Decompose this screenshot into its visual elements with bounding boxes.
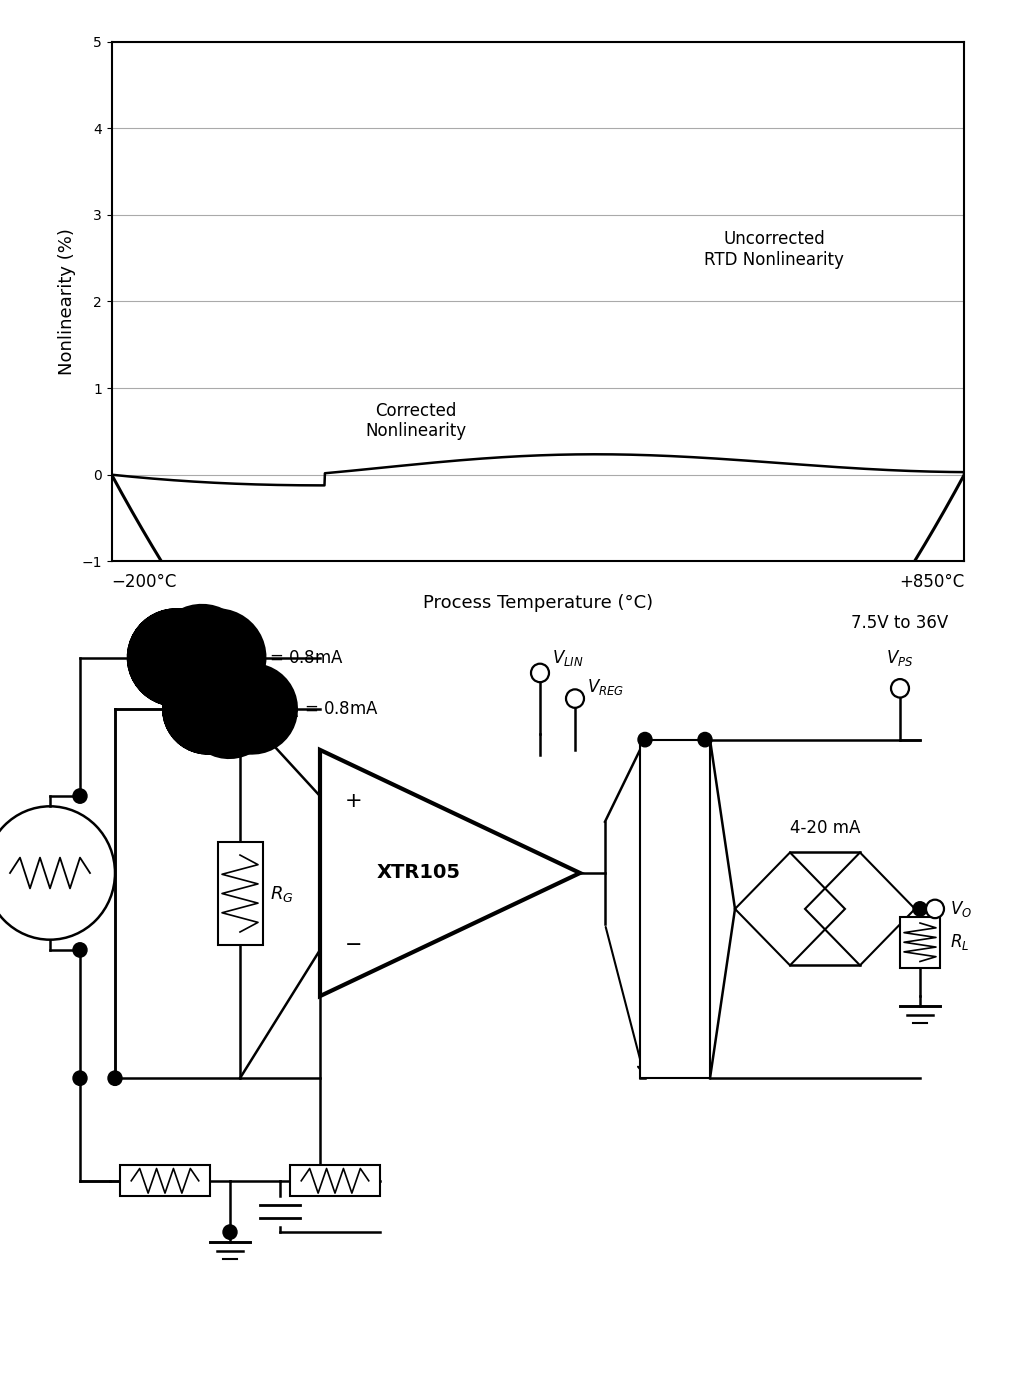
- Text: 7.5V to 36V: 7.5V to 36V: [852, 614, 949, 632]
- Text: Process Temperature (°C): Process Temperature (°C): [423, 595, 653, 613]
- Text: $V_{REG}$: $V_{REG}$: [587, 676, 624, 697]
- Y-axis label: Nonlinearity (%): Nonlinearity (%): [58, 229, 76, 374]
- Text: −200°C: −200°C: [112, 572, 177, 590]
- Text: Uncorrected
RTD Nonlinearity: Uncorrected RTD Nonlinearity: [704, 230, 844, 269]
- Circle shape: [891, 679, 909, 697]
- Bar: [290, 1166, 380, 1196]
- Text: +850°C: +850°C: [899, 572, 964, 590]
- Circle shape: [914, 902, 927, 916]
- Bar: [900, 916, 940, 967]
- Text: $\leftarrow I_R$ = 0.8mA: $\leftarrow I_R$ = 0.8mA: [265, 699, 379, 719]
- Text: $V_O$: $V_O$: [950, 900, 972, 919]
- Circle shape: [566, 689, 584, 708]
- Text: $R_G$: $R_G$: [270, 883, 293, 904]
- Circle shape: [223, 1225, 236, 1239]
- Circle shape: [73, 1071, 87, 1085]
- Circle shape: [531, 664, 549, 682]
- Circle shape: [926, 900, 944, 918]
- Bar: [217, 843, 263, 945]
- Text: XTR105: XTR105: [377, 863, 461, 883]
- Text: 4-20 mA: 4-20 mA: [790, 819, 860, 837]
- Circle shape: [698, 732, 712, 747]
- Circle shape: [638, 732, 652, 747]
- Circle shape: [73, 789, 87, 804]
- Text: Corrected
Nonlinearity: Corrected Nonlinearity: [365, 402, 467, 441]
- Bar: [120, 1166, 210, 1196]
- Bar: [640, 740, 710, 1078]
- Text: $\leftarrow I_R$ = 0.8mA: $\leftarrow I_R$ = 0.8mA: [230, 647, 344, 668]
- Text: $V_{PS}$: $V_{PS}$: [886, 647, 914, 668]
- Circle shape: [108, 1071, 122, 1085]
- Text: $R_L$: $R_L$: [950, 933, 969, 952]
- Text: +: +: [345, 791, 362, 811]
- Text: −: −: [345, 934, 362, 955]
- Circle shape: [73, 942, 87, 958]
- Text: $V_{LIN}$: $V_{LIN}$: [552, 647, 584, 668]
